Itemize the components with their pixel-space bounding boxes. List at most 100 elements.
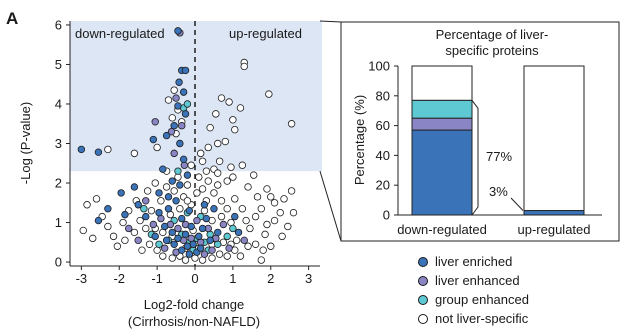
- point-not-liver-specific: [142, 224, 150, 233]
- bar-group-enhanced-down-regulated: [411, 99, 473, 119]
- up-regulated-annotation: up-regulated: [229, 26, 302, 41]
- point-not-liver-specific: [231, 195, 239, 203]
- point-not-liver-specific: [168, 254, 176, 262]
- volcano-x-tick-label: -2: [113, 271, 125, 286]
- not-liver-specific-swatch: [418, 313, 428, 324]
- point-not-liver-specific: [244, 183, 252, 191]
- point-not-liver-specific: [250, 171, 258, 179]
- inset-y-tick-label: 60: [376, 118, 390, 133]
- inset-y-tick-label: 40: [376, 148, 390, 163]
- point-liver-enriched: [164, 205, 173, 213]
- group-enhanced-swatch: [418, 294, 428, 305]
- point-not-liver-specific: [157, 197, 165, 205]
- point-not-liver-specific: [208, 254, 216, 262]
- point-liver-enhanced: [219, 220, 228, 229]
- volcano-x-axis-sublabel: (Cirrhosis/non-NAFLD): [128, 314, 260, 329]
- point-liver-enhanced: [151, 118, 159, 126]
- point-not-liver-specific: [259, 246, 267, 254]
- point-liver-enriched: [176, 181, 184, 189]
- point-liver-enriched: [174, 27, 182, 35]
- point-liver-enriched: [130, 183, 139, 191]
- point-not-liver-specific: [212, 110, 220, 118]
- point-liver-enriched: [168, 177, 176, 185]
- annotation-3-percent: 3%: [489, 184, 508, 199]
- point-not-liver-specific: [215, 157, 224, 165]
- volcano-y-tick-label: 5: [55, 57, 62, 72]
- point-liver-enriched: [170, 240, 178, 248]
- point-group-enhanced: [183, 100, 192, 108]
- point-not-liver-specific: [215, 250, 224, 258]
- point-not-liver-specific: [151, 179, 159, 187]
- point-not-liver-specific: [242, 216, 250, 225]
- point-liver-enriched: [178, 214, 186, 223]
- point-not-liver-specific: [270, 216, 279, 225]
- point-not-liver-specific: [263, 185, 271, 193]
- point-liver-enriched: [160, 222, 169, 231]
- point-liver-enhanced: [174, 224, 182, 233]
- point-not-liver-specific: [287, 187, 296, 195]
- point-not-liver-specific: [130, 228, 139, 237]
- point-liver-enriched: [162, 131, 171, 140]
- point-liver-enriched: [168, 228, 176, 237]
- point-not-liver-specific: [195, 173, 203, 181]
- point-not-liver-specific: [238, 205, 247, 213]
- point-liver-enriched: [159, 165, 167, 173]
- point-liver-enriched: [179, 88, 188, 96]
- point-liver-enriched: [178, 246, 186, 254]
- bar-not-liver-specific-up-regulated: [523, 65, 585, 212]
- point-not-liver-specific: [257, 205, 265, 213]
- point-not-liver-specific: [251, 240, 260, 248]
- point-liver-enriched: [185, 250, 194, 258]
- point-not-liver-specific: [265, 90, 273, 98]
- point-not-liver-specific: [202, 167, 211, 175]
- point-liver-enriched: [162, 236, 171, 245]
- volcano-plot: 0 1 2 3 4 5 6 -3 -2 -1 0 1 2 3 down-regulated up-regu…: [18, 17, 322, 329]
- volcano-x-tick-label: 1: [229, 271, 236, 286]
- point-liver-enriched: [183, 171, 192, 179]
- point-liver-enriched: [210, 205, 218, 213]
- volcano-x-tick-label: 0: [191, 271, 198, 286]
- connector-bottom: [319, 171, 342, 242]
- point-liver-enhanced: [167, 127, 176, 136]
- volcano-y-tick-label: 4: [55, 96, 62, 111]
- volcano-x-tick-label: -1: [151, 271, 163, 286]
- point-liver-enriched: [164, 193, 173, 201]
- inset-y-tick-label: 80: [376, 88, 390, 103]
- point-not-liver-specific: [162, 183, 171, 191]
- legend-label: group enhanced: [435, 292, 529, 307]
- point-liver-enriched: [104, 205, 112, 213]
- point-liver-enriched: [94, 148, 103, 156]
- point-not-liver-specific: [143, 187, 152, 195]
- point-not-liver-specific: [168, 114, 176, 122]
- inset-bars: down-regulated up-regulated: [397, 65, 591, 237]
- inset-y-axis-label: Percentage (%): [352, 95, 367, 185]
- legend-item-liver-enhanced: liver enhanced: [418, 271, 529, 290]
- legend-item-not-liver-specific: not liver-specific: [418, 309, 529, 328]
- bar-liver-enriched-down-regulated: [411, 129, 473, 216]
- point-liver-enriched: [155, 208, 163, 217]
- point-not-liver-specific: [196, 149, 205, 158]
- point-not-liver-specific: [83, 201, 91, 209]
- point-liver-enriched: [77, 145, 86, 154]
- point-liver-enriched: [202, 214, 211, 223]
- point-not-liver-specific: [136, 216, 144, 225]
- annotation-3-leader: [510, 197, 524, 211]
- annotation-77-percent: 77%: [486, 149, 512, 164]
- point-not-liver-specific: [145, 240, 154, 248]
- connector-top: [319, 20, 342, 23]
- point-not-liver-specific: [231, 125, 239, 134]
- point-not-liver-specific: [210, 189, 218, 197]
- point-not-liver-specific: [214, 181, 222, 189]
- point-not-liver-specific: [287, 120, 296, 128]
- point-liver-enriched: [200, 201, 209, 209]
- volcano-y-tick-label: 6: [55, 17, 62, 32]
- point-not-liver-specific: [217, 94, 226, 102]
- inset-x-tick-label: down-regulated: [397, 222, 487, 237]
- point-liver-enriched: [176, 139, 184, 148]
- point-group-enhanced: [155, 240, 163, 248]
- point-not-liver-specific: [223, 205, 231, 213]
- point-not-liver-specific: [221, 137, 230, 146]
- point-liver-enriched: [231, 212, 239, 221]
- point-group-enhanced: [223, 232, 231, 241]
- point-not-liver-specific: [193, 189, 201, 197]
